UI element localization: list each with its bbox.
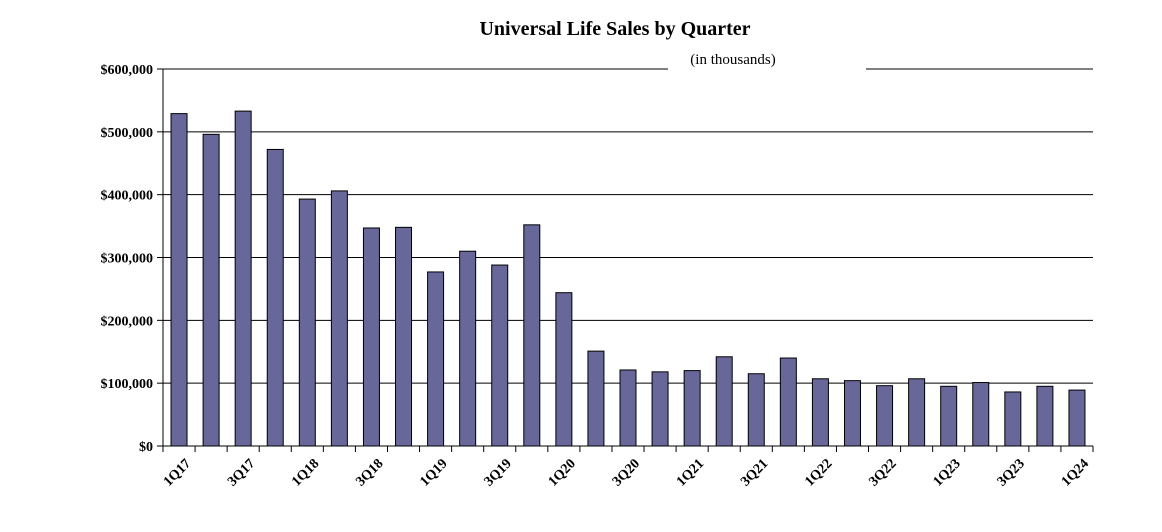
y-tick-label: $400,000: [101, 189, 154, 204]
y-tick-label: $500,000: [101, 126, 154, 141]
bar: [651, 371, 669, 447]
bar: [619, 369, 637, 447]
bar: [779, 357, 797, 447]
bar: [1036, 385, 1054, 447]
x-tick-label: 1Q22: [802, 456, 835, 489]
bar: [427, 271, 445, 447]
bar: [395, 226, 413, 447]
bar: [843, 380, 861, 447]
x-tick-label: 1Q19: [417, 456, 450, 489]
bar: [715, 356, 733, 447]
bar: [683, 370, 701, 447]
x-tick-label: 3Q19: [482, 456, 515, 489]
x-tick-label: 1Q21: [674, 456, 707, 489]
bar: [234, 110, 252, 447]
bar: [555, 292, 573, 447]
x-tick-label: 3Q17: [225, 456, 258, 489]
bar: [491, 264, 509, 447]
y-tick-label: $300,000: [101, 252, 154, 267]
x-tick-label: 3Q21: [738, 456, 771, 489]
x-tick-label: 1Q23: [931, 456, 964, 489]
bar: [1068, 389, 1086, 447]
x-tick-label: 1Q24: [1059, 456, 1092, 489]
gridlines: [163, 68, 1093, 384]
bar: [362, 227, 380, 447]
bar: [266, 148, 284, 447]
bar: [459, 250, 477, 447]
y-tick-label: $0: [139, 440, 153, 455]
x-tick-label: 3Q18: [353, 456, 386, 489]
subtitle-backdrop: [668, 56, 866, 72]
axes: [157, 68, 1094, 452]
bar: [908, 378, 926, 447]
x-tick-label: 3Q23: [995, 456, 1028, 489]
bar: [747, 373, 765, 447]
x-tick-label: 1Q17: [161, 456, 194, 489]
y-tick-label: $200,000: [101, 314, 154, 329]
bar: [587, 350, 605, 447]
bar: [298, 198, 316, 447]
bar: [523, 224, 541, 447]
bar: [202, 133, 220, 447]
bars: [170, 110, 1086, 447]
x-tick-label: 3Q22: [866, 456, 899, 489]
bar: [170, 113, 188, 447]
y-tick-label: $600,000: [101, 63, 154, 78]
chart-subtitle: (in thousands): [690, 52, 775, 68]
bar: [1004, 391, 1022, 447]
bar: [330, 190, 348, 447]
x-tick-label: 1Q18: [289, 456, 322, 489]
y-tick-label: $100,000: [101, 377, 154, 392]
bar: [876, 385, 894, 447]
chart-title: Universal Life Sales by Quarter: [479, 18, 750, 40]
bar: [940, 385, 958, 447]
x-tick-label: 1Q20: [546, 456, 579, 489]
bar: [811, 378, 829, 447]
bar: [972, 382, 990, 447]
x-tick-label: 3Q20: [610, 456, 643, 489]
